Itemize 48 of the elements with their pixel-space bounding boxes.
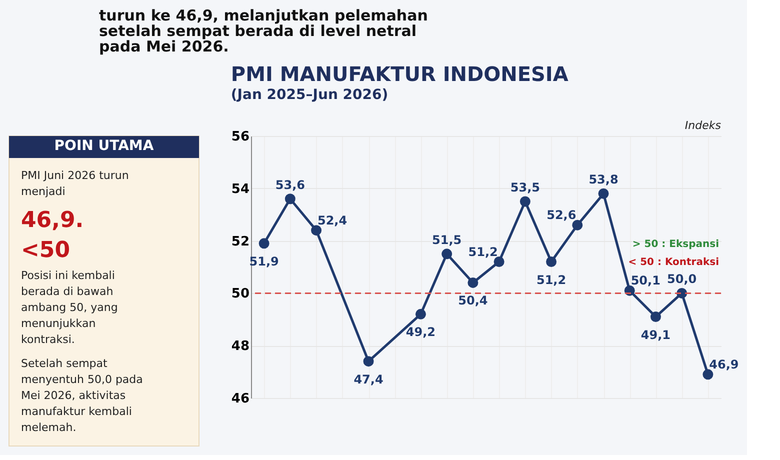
- annotation: > 50 : Ekspansi: [632, 239, 719, 250]
- data-label: 52,6: [546, 208, 576, 222]
- chart-title: PMI MANUFAKTUR INDONESIA: [230, 62, 569, 86]
- point: [258, 238, 270, 249]
- data-label: 51,5: [432, 232, 462, 247]
- data-label: 53,8: [588, 172, 618, 187]
- annotation: < 50 : Kontraksi: [628, 257, 719, 268]
- point: [494, 256, 504, 267]
- point: [363, 356, 374, 367]
- point: [546, 256, 557, 267]
- text: <50: [21, 238, 70, 263]
- data-label: 52,4: [317, 213, 348, 228]
- data-label: 53,5: [510, 180, 540, 194]
- point: [468, 277, 478, 288]
- point: [311, 225, 322, 236]
- point: [520, 196, 530, 207]
- y-tick-label: 56: [231, 130, 250, 144]
- y-axis-title: Indeks: [684, 119, 722, 132]
- point: [650, 312, 661, 322]
- data-label: 49,1: [640, 328, 671, 342]
- y-tick-label: 54: [231, 182, 250, 197]
- data-label: 51,2: [536, 272, 566, 287]
- data-label: 53,6: [275, 178, 305, 192]
- text: Setelah sempat menyentuh 50,0 pada Mei 2026, aktivitas manufaktur kembali melemah.: [21, 357, 143, 434]
- y-tick-label: 52: [231, 234, 250, 250]
- data-label: 50,4: [458, 294, 488, 308]
- point: [415, 308, 426, 320]
- data-label: 49,2: [406, 325, 436, 340]
- text: Posisi ini kembali berada di bawah ambang 50, yang menunjukkan kontraksi.: [21, 269, 118, 346]
- data-label: 46,9: [709, 357, 739, 372]
- data-label: 51,9: [249, 254, 279, 268]
- y-tick-label: 50: [231, 286, 250, 302]
- data-label: 50,1: [630, 274, 660, 288]
- point: [572, 220, 583, 230]
- data-label: 47,4: [354, 372, 384, 386]
- data-label: 50,0: [667, 272, 697, 286]
- text: turun ke 46,9, melanjutkan pelemahan: [99, 6, 428, 25]
- text: PMI Juni 2026 turun menjadi: [21, 169, 129, 198]
- y-tick-label: 46: [231, 392, 250, 406]
- point: [284, 194, 296, 204]
- point: [598, 188, 609, 199]
- data-label: 51,2: [468, 244, 498, 259]
- y-tick-label: 48: [231, 339, 250, 354]
- point: [702, 369, 714, 380]
- text: POIN UTAMA: [54, 138, 154, 154]
- point: [442, 248, 452, 260]
- text: 46,9.: [21, 208, 84, 233]
- chart-subtitle: (Jan 2025–Jun 2026): [230, 87, 388, 103]
